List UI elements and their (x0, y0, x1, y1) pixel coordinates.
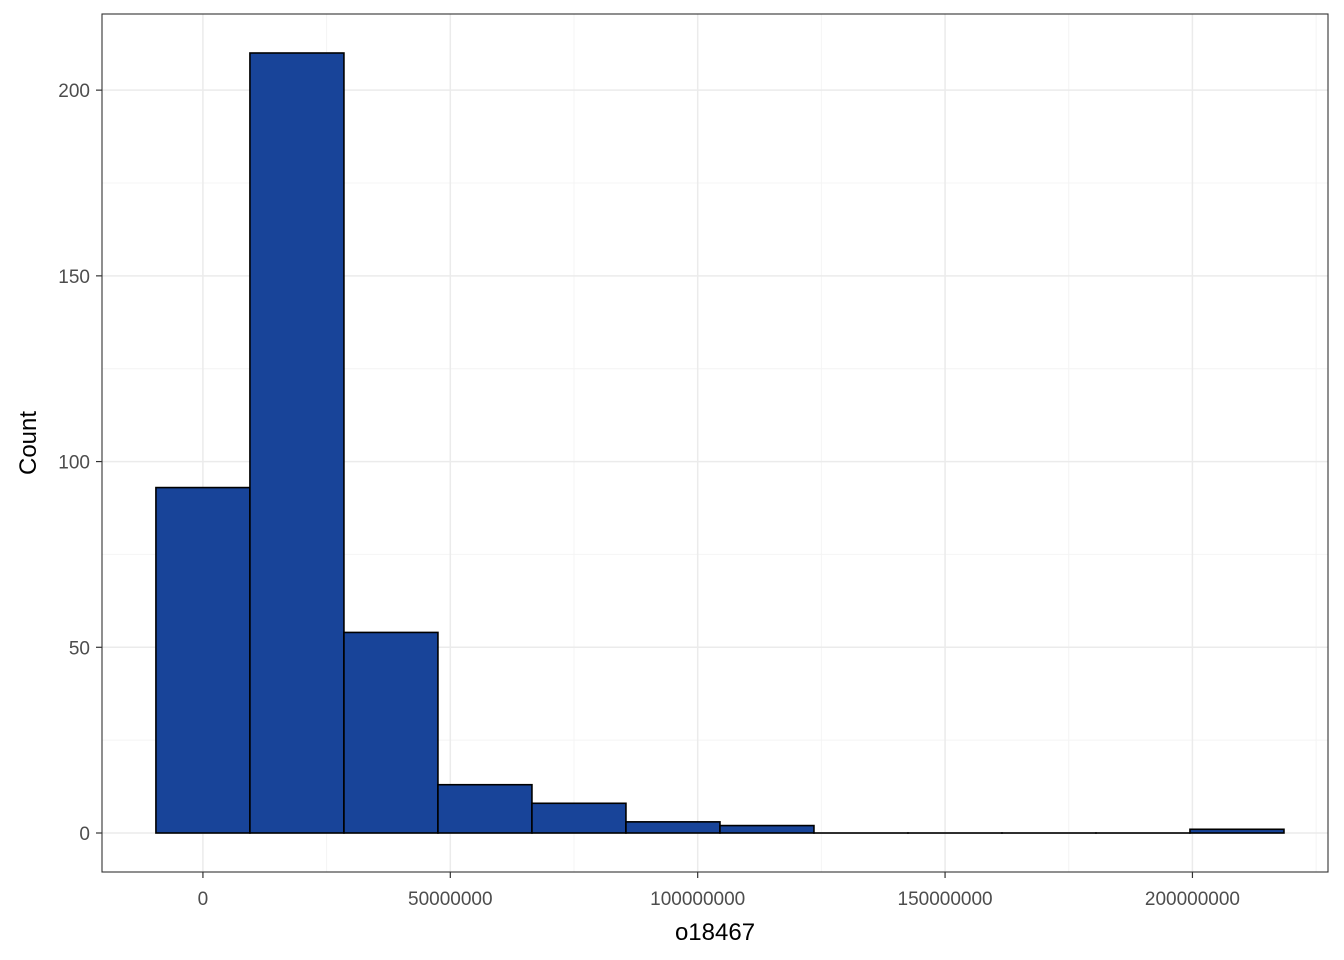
x-axis-title: o18467 (675, 919, 755, 946)
histogram-bar-6 (719, 824, 815, 834)
histogram-bar-3 (437, 783, 533, 834)
x-tick-label-4: 200000000 (1145, 889, 1240, 910)
histogram-bar-5 (625, 821, 721, 834)
y-tick-label-0: 0 (79, 824, 90, 845)
histogram-bars (155, 52, 1285, 834)
x-tick-label-1: 50000000 (408, 889, 493, 910)
x-tick-label-3: 150000000 (898, 889, 993, 910)
x-axis: 0 50000000 100000000 150000000 200000000 (198, 872, 1240, 910)
y-tick-label-3: 150 (58, 267, 90, 288)
panel-border (101, 13, 1329, 873)
x-tick-label-0: 0 (198, 889, 209, 910)
histogram-bar-4 (531, 802, 627, 834)
histogram-bar-0 (155, 486, 251, 834)
y-tick-label-1: 50 (69, 638, 90, 659)
y-tick-label-2: 100 (58, 453, 90, 474)
histogram-bar-2 (343, 631, 439, 834)
y-axis-title: Count (15, 411, 42, 475)
x-tick-label-2: 100000000 (650, 889, 745, 910)
y-tick-label-4: 200 (58, 81, 90, 102)
histogram-bar-11 (1189, 828, 1285, 834)
y-axis: 0 50 100 150 200 (58, 81, 102, 845)
histogram-bar-1 (249, 52, 345, 834)
